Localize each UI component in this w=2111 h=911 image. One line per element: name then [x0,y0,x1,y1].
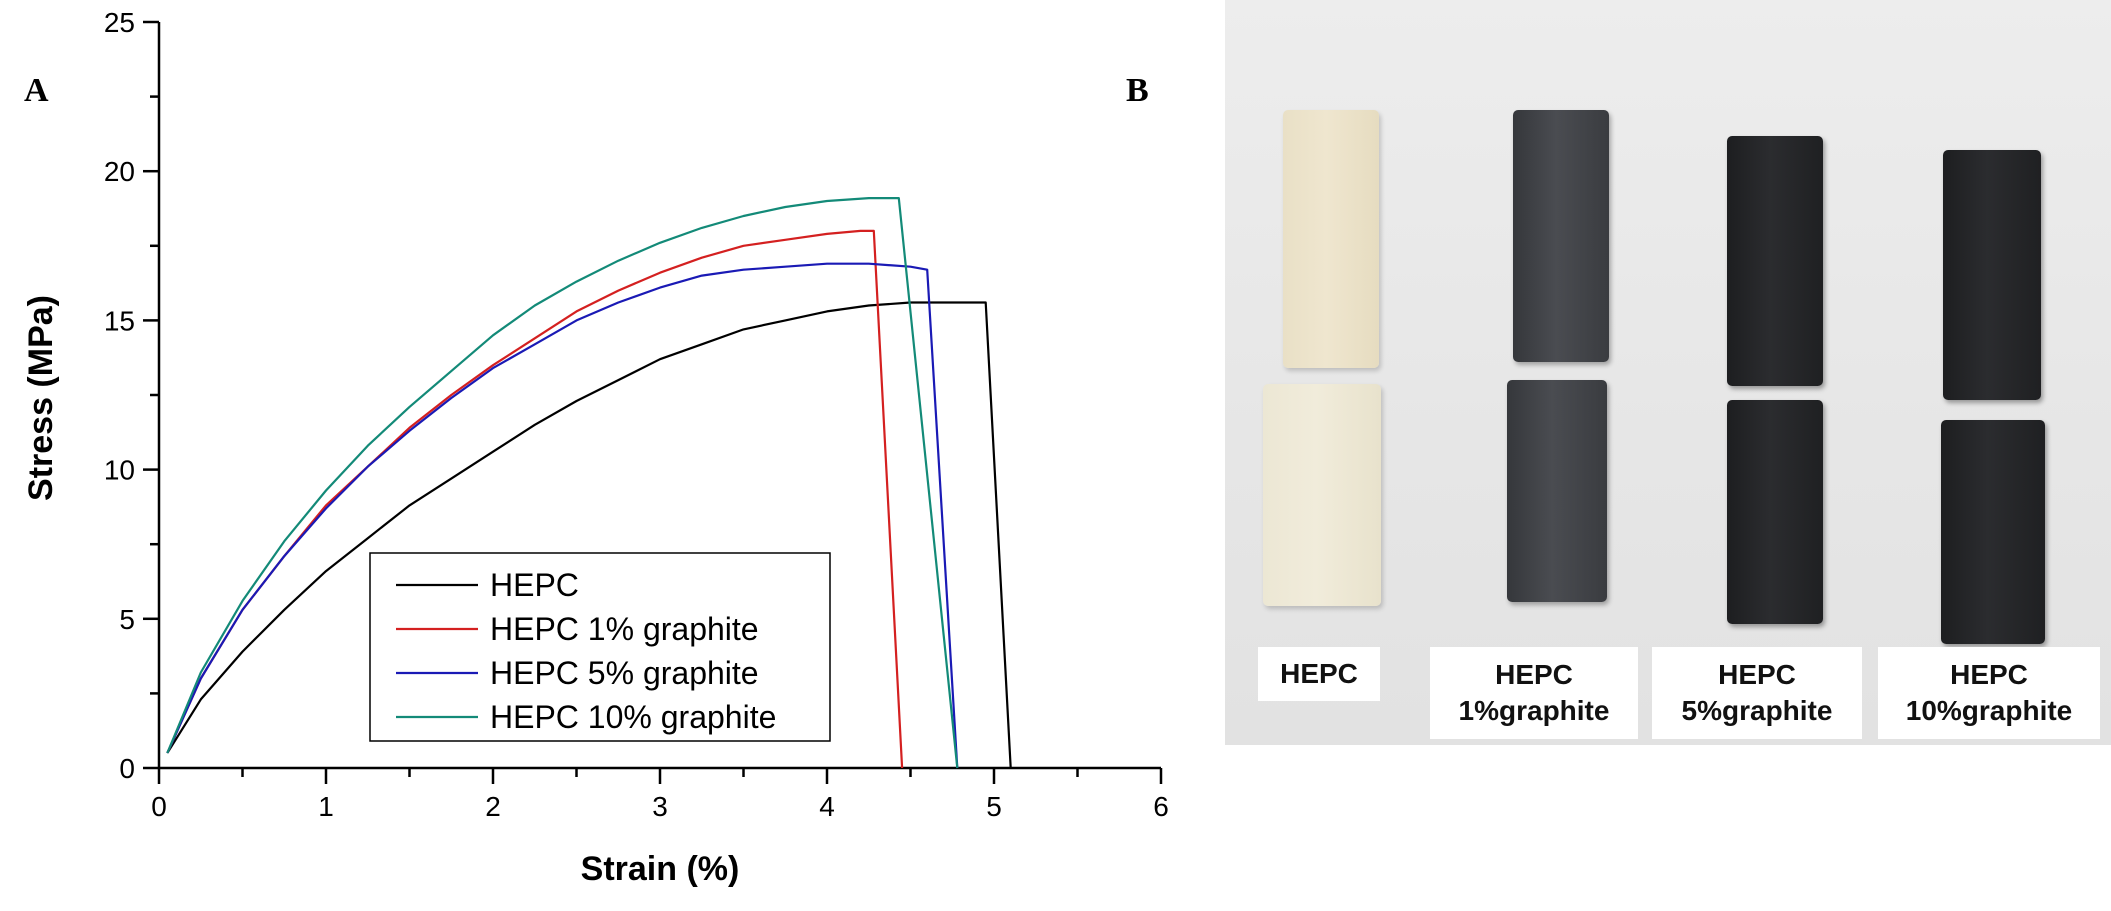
x-tick-label: 1 [318,791,334,822]
x-tick-label: 3 [652,791,668,822]
legend-label: HEPC 1% graphite [490,611,759,647]
y-tick-label: 0 [119,753,135,784]
specimen-10pct-bottom [1941,420,2045,644]
specimen-5pct-top [1727,136,1823,386]
legend-label: HEPC 5% graphite [490,655,759,691]
x-tick-label: 0 [151,791,167,822]
specimen-5pct-bottom [1727,400,1823,624]
specimen-hepc-top [1283,110,1379,368]
axes: 0 1 2 3 4 5 6 0 5 10 15 20 25 [104,7,1169,822]
x-tick-label: 4 [819,791,835,822]
series-line-0 [166,301,1012,769]
legend-label: HEPC 10% graphite [490,699,776,735]
specimen-hepc-bottom [1263,384,1381,606]
specimen-10pct-top [1943,150,2041,400]
photo-label-hepc: HEPC [1258,647,1380,701]
y-tick-label: 5 [119,604,135,635]
legend-label: HEPC [490,567,579,603]
legend: HEPC HEPC 1% graphite HEPC 5% graphite HEPC… [369,552,831,742]
series-lines [166,197,1012,769]
specimen-1pct-top [1513,110,1609,362]
specimen-photo: HEPC HEPC 1%graphite HEPC 5%graphite HEP… [1225,0,2111,745]
y-tick-label: 25 [104,7,135,38]
photo-label-1pct: HEPC 1%graphite [1430,647,1638,739]
panel-label-a: A [24,72,49,109]
photo-label-10pct: HEPC 10%graphite [1878,647,2100,739]
y-tick-label: 20 [104,156,135,187]
x-tick-label: 2 [485,791,501,822]
x-tick-label: 5 [986,791,1002,822]
series-line-3 [166,197,959,769]
series-line-2 [166,262,959,769]
photo-label-5pct: HEPC 5%graphite [1652,647,1862,739]
y-tick-label: 15 [104,305,135,336]
x-axis-title: Strain (%) [581,850,740,888]
y-tick-label: 10 [104,455,135,486]
panel-label-b: B [1126,72,1149,109]
y-axis-title: Stress (MPa) [22,295,60,501]
specimen-1pct-bottom [1507,380,1607,602]
x-tick-label: 6 [1153,791,1169,822]
